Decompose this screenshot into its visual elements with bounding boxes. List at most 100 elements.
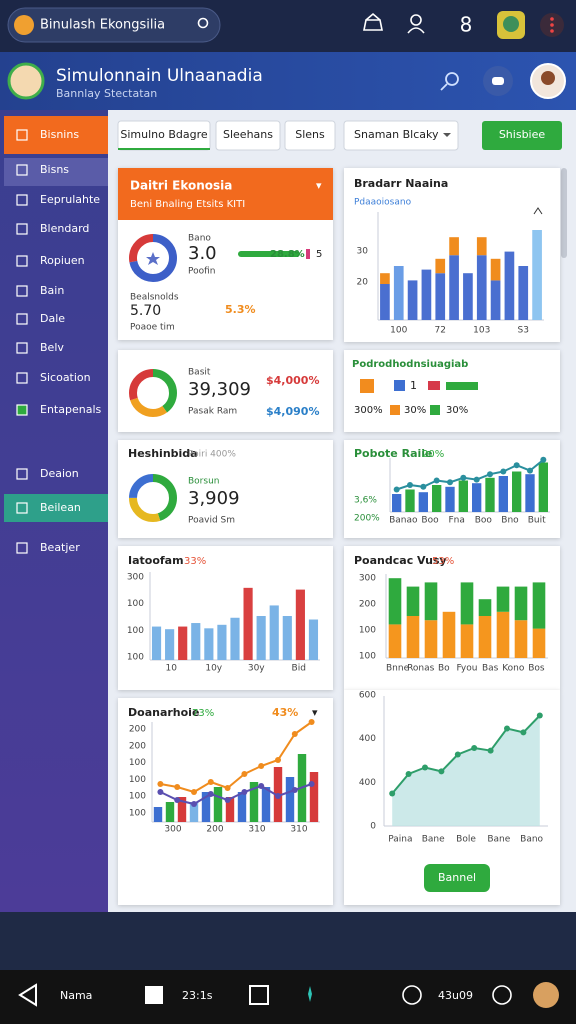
y-axis-label: 200 — [129, 741, 146, 751]
nav-square[interactable] — [249, 985, 269, 1005]
nav-sparkle[interactable] — [308, 986, 312, 1002]
tab[interactable] — [284, 120, 336, 151]
profile-photo-face — [541, 71, 555, 85]
menu-item[interactable]: Belv — [40, 341, 64, 354]
sidebar-selected[interactable] — [4, 494, 108, 522]
point — [393, 486, 400, 493]
dropdown-label: Snaman Blcaky — [354, 128, 439, 141]
menu-item[interactable]: Beilean — [40, 501, 81, 514]
nav-avatar[interactable] — [533, 982, 559, 1008]
bar — [496, 586, 510, 612]
y-axis-label: 100 — [359, 652, 376, 662]
search-box[interactable] — [7, 7, 221, 43]
bar — [406, 616, 420, 658]
menu-item[interactable]: Beatjer — [40, 541, 80, 554]
bar — [178, 626, 188, 660]
bar — [421, 269, 432, 320]
bar — [514, 586, 528, 621]
card-button[interactable] — [424, 864, 490, 892]
x-axis-label: Fyou — [457, 664, 478, 674]
point — [536, 712, 543, 719]
back-button[interactable] — [18, 983, 37, 1007]
menu-item[interactable]: Bain — [40, 284, 64, 297]
menu-item[interactable]: Blendard — [40, 222, 89, 235]
y-axis-label: 600 — [359, 691, 376, 701]
nav-icon[interactable] — [145, 986, 163, 1004]
menu-item[interactable]: Entapenals — [40, 403, 101, 416]
bar — [269, 605, 279, 660]
menu-item[interactable]: Deaion — [40, 467, 79, 480]
card-title: Doanarhoie — [128, 706, 199, 719]
card-menu[interactable]: ▾ — [312, 706, 318, 719]
bar — [532, 628, 546, 658]
card-header — [118, 168, 333, 220]
menu-icon — [16, 313, 28, 325]
user-avatar[interactable] — [7, 62, 45, 100]
card-title: Heshinbida — [128, 447, 198, 460]
tab[interactable] — [215, 120, 281, 151]
menu-item[interactable]: Eeprulahte — [40, 193, 100, 206]
expand-icon[interactable] — [533, 207, 543, 215]
progress-label: 28.8% — [270, 249, 305, 260]
bar — [225, 797, 235, 822]
card-menu[interactable]: ▾ — [316, 179, 322, 192]
x-axis-label: Bid — [292, 664, 306, 674]
user-icon[interactable] — [410, 14, 422, 26]
y-axis-label: 100 — [127, 626, 144, 636]
line — [159, 783, 312, 806]
point — [224, 785, 231, 791]
search-icon[interactable] — [197, 17, 209, 29]
nav-label: 23:1s — [182, 989, 213, 1002]
bar — [191, 623, 201, 660]
tab-label: Sleehans — [223, 128, 273, 141]
point — [174, 784, 181, 790]
bar — [243, 587, 253, 660]
tab-label: Slens — [295, 128, 325, 141]
search-icon-handle — [440, 83, 448, 91]
point — [473, 476, 480, 483]
x-axis-label: 10y — [205, 664, 222, 674]
home-icon[interactable] — [363, 12, 383, 31]
menu-item[interactable]: Ropiuen — [40, 254, 85, 267]
sidebar-hover[interactable] — [4, 158, 108, 186]
bar — [380, 273, 390, 284]
legend-label: 300% — [354, 405, 383, 416]
change: $4,000% — [266, 374, 319, 387]
x-axis-label: 100 — [390, 326, 407, 336]
bar — [256, 616, 266, 660]
menu-item[interactable]: Bisns — [40, 163, 69, 176]
menu-icon — [16, 164, 28, 176]
bar — [308, 619, 319, 660]
y-axis-label: 30 — [357, 247, 369, 257]
legend-swatch — [390, 405, 400, 415]
notification-count[interactable]: 8 — [460, 13, 473, 37]
point — [191, 789, 197, 795]
y-axis-label: 200 — [129, 725, 146, 735]
scrollbar[interactable] — [561, 168, 567, 258]
bar — [514, 620, 528, 658]
menu-dot — [550, 17, 554, 21]
sidebar-active[interactable] — [4, 116, 108, 154]
bar — [538, 462, 548, 512]
x-axis-label: Buit — [528, 516, 546, 526]
point — [275, 757, 281, 763]
search-icon[interactable] — [445, 72, 459, 86]
search-text: Binulash Ekongsilia — [40, 18, 165, 33]
donut-segment — [129, 369, 177, 417]
menu-item[interactable]: Bisnins — [40, 128, 79, 141]
menu-item[interactable]: Sicoation — [40, 371, 91, 384]
bar — [490, 258, 501, 281]
action-button[interactable] — [482, 121, 562, 150]
bar — [407, 280, 418, 320]
card-badge: 73% — [192, 708, 214, 719]
y-axis-label: 100 — [127, 599, 144, 609]
point — [460, 474, 467, 481]
point — [405, 771, 412, 777]
menu-item[interactable]: Dale — [40, 312, 65, 325]
nav-circle[interactable] — [402, 985, 422, 1005]
nav-drop[interactable] — [492, 985, 512, 1005]
point — [527, 467, 533, 474]
bar — [496, 611, 510, 658]
kpi-label: Borsun — [188, 477, 219, 487]
dropdown[interactable] — [343, 120, 459, 151]
